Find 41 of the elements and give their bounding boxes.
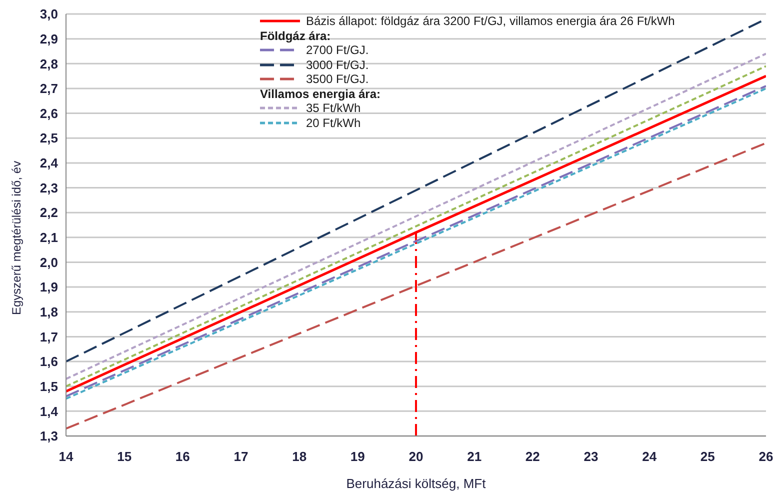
x-tick-label: 21 — [467, 449, 482, 464]
y-tick-label: 2,8 — [40, 56, 58, 72]
y-tick-label: 2,9 — [40, 31, 58, 46]
y-tick-label: 2,4 — [40, 156, 59, 171]
y-tick-label: 2,7 — [40, 81, 58, 96]
x-tick-label: 19 — [350, 449, 365, 464]
y-tick-label: 2,2 — [40, 205, 58, 220]
x-tick-label: 15 — [117, 449, 132, 464]
legend-label: 3500 Ft/GJ. — [306, 72, 369, 86]
y-tick-label: 2,6 — [40, 106, 58, 121]
y-tick-label: 1,5 — [40, 378, 58, 394]
legend-label: 20 Ft/kWh — [306, 116, 361, 130]
legend-label: 3000 Ft/GJ. — [306, 58, 369, 72]
x-tick-label: 17 — [234, 449, 248, 464]
y-tick-label: 2,1 — [40, 230, 58, 246]
x-tick-label: 24 — [642, 449, 658, 464]
y-tick-label: 3,0 — [40, 6, 58, 22]
y-tick-label: 1,7 — [40, 329, 58, 344]
annotation: Földgáz ára: — [259, 28, 332, 43]
legend-label: Bázis állapot: földgáz ára 3200 Ft/GJ, villamos energia ára 26 Ft/kWh — [306, 14, 675, 28]
y-tick-label: 2,5 — [40, 130, 58, 146]
x-axis-title: Beruházási költség, MFt — [346, 476, 486, 491]
legend-label: 35 Ft/kWh — [306, 101, 361, 116]
x-tick-label: 18 — [292, 449, 307, 464]
y-tick-label: 1,4 — [40, 404, 59, 419]
x-tick-label: 25 — [700, 449, 715, 464]
y-tick-label: 1,3 — [40, 428, 58, 444]
x-tick-label: 16 — [175, 449, 190, 464]
y-tick-label: 1,8 — [40, 304, 58, 320]
legend-label: 2700 Ft/GJ. — [306, 43, 369, 58]
y-tick-label: 2,3 — [40, 180, 58, 196]
x-tick-label: 23 — [584, 449, 598, 464]
y-tick-label: 1,9 — [40, 280, 58, 295]
y-axis-title: Egyszerű megtérülési idő, év — [9, 160, 24, 315]
annotation: Villamos energia ára: — [259, 86, 382, 101]
x-tick-label: 14 — [58, 449, 74, 464]
y-tick-label: 2,0 — [40, 254, 58, 270]
x-tick-label: 26 — [758, 449, 774, 464]
x-tick-label: 22 — [525, 449, 540, 464]
x-tick-label: 20 — [408, 449, 424, 464]
y-tick-label: 1,6 — [40, 354, 58, 370]
